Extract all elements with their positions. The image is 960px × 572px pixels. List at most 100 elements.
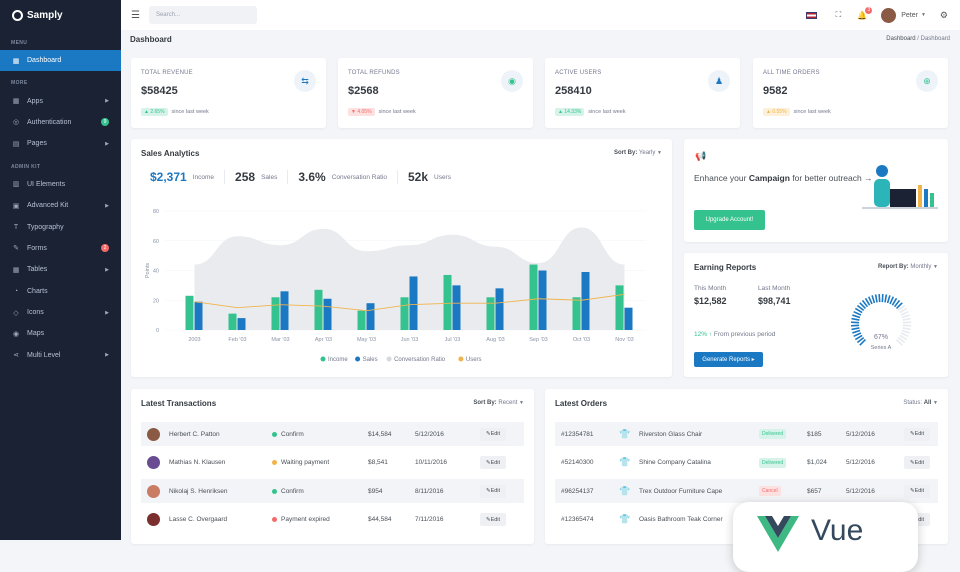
- brand-logo[interactable]: Samply: [0, 0, 121, 30]
- x-tick-label: Jun '03: [401, 337, 419, 343]
- sort-value: Recent: [498, 400, 517, 406]
- price: $657: [807, 488, 821, 495]
- grid-icon: ▦: [12, 97, 20, 105]
- gauge-tick: [869, 297, 872, 304]
- edit-button[interactable]: ✎ Edit: [480, 485, 506, 498]
- chevron-right-icon: ▶: [105, 98, 109, 104]
- stat-value: $2568: [348, 85, 379, 97]
- change-text: From previous period: [714, 331, 775, 338]
- upgrade-account-button[interactable]: Upgrade Account!: [694, 210, 765, 230]
- chevron-down-icon: ▼: [933, 400, 938, 406]
- gauge-tick: [872, 295, 874, 303]
- bar-sales: [367, 303, 375, 330]
- vue-logo-icon: [757, 516, 799, 552]
- gauge-tick: [885, 294, 886, 302]
- edit-button[interactable]: ✎ Edit: [904, 456, 930, 469]
- gear-icon[interactable]: ⚙: [940, 10, 948, 21]
- box-icon: ▣: [12, 202, 20, 210]
- flag-icon[interactable]: [806, 12, 817, 19]
- diamond-icon: ◇: [12, 309, 20, 317]
- chevron-right-icon: ▶: [105, 203, 109, 209]
- campaign-card: 📢 Enhance your Campaign for better outre…: [684, 139, 948, 242]
- status-dot: [272, 460, 277, 465]
- status-badge: Delivered: [759, 458, 786, 468]
- y-tick-label: 40: [153, 269, 159, 275]
- sidebar-item-pages[interactable]: ▤Pages▶: [0, 133, 121, 154]
- edit-button[interactable]: ✎ Edit: [904, 428, 930, 441]
- edit-button[interactable]: ✎ Edit: [480, 456, 506, 469]
- earning-sort[interactable]: Report By: Monthly ▼: [878, 264, 938, 270]
- file-icon: ▤: [12, 140, 20, 148]
- search-placeholder: Search...: [156, 12, 180, 18]
- breadcrumb-link[interactable]: Dashboard: [886, 36, 915, 42]
- order-id: #12365474: [561, 516, 594, 523]
- sidebar-item-icons[interactable]: ◇Icons▶: [0, 302, 121, 323]
- menu-toggle-icon[interactable]: ☰: [131, 10, 140, 21]
- sidebar-item-dashboard[interactable]: ▦Dashboard: [0, 50, 121, 71]
- avatar[interactable]: [881, 8, 896, 23]
- legend-label: Conversation Ratio: [394, 357, 446, 363]
- edit-button[interactable]: ✎ Edit: [480, 428, 506, 441]
- change-pill: ▲ 14.33%: [555, 108, 584, 116]
- generate-reports-button[interactable]: Generate Reports ▸: [694, 352, 763, 367]
- sidebar-item-label: Multi Level: [27, 352, 60, 359]
- chevron-down-icon[interactable]: ▼: [921, 12, 926, 18]
- bell-icon[interactable]: 🔔3: [857, 11, 867, 20]
- date: 10/11/2016: [415, 459, 447, 466]
- fullscreen-icon[interactable]: ⛶: [836, 10, 842, 20]
- stat-label: ALL TIME ORDERS: [763, 70, 820, 76]
- gauge-tick: [851, 328, 859, 329]
- edit-button[interactable]: ✎ Edit: [480, 513, 506, 526]
- x-tick-label: Apr '03: [315, 337, 332, 343]
- sidebar-item-maps[interactable]: ◉Maps: [0, 323, 121, 344]
- chevron-right-icon: ▶: [105, 141, 109, 147]
- legend-label: Income: [328, 357, 348, 363]
- product-icon: 👕: [619, 486, 630, 497]
- date: 5/12/2016: [846, 459, 875, 466]
- sidebar-item-charts[interactable]: ◔Charts: [0, 281, 121, 302]
- sidebar-badge: 2: [101, 244, 109, 252]
- edit-button[interactable]: ✎ Edit: [904, 485, 930, 498]
- since-text: since last week: [172, 109, 209, 115]
- campaign-illustration: [852, 159, 942, 239]
- edit-label: Edit: [491, 488, 500, 494]
- search-input[interactable]: Search...: [149, 6, 257, 24]
- status-badge: Delivered: [759, 429, 786, 439]
- transactions-sort[interactable]: Sort By: Recent ▼: [473, 400, 524, 406]
- sidebar-item-label: Icons: [27, 309, 44, 316]
- since-text: since last week: [794, 109, 831, 115]
- user-name[interactable]: Peter: [901, 12, 918, 19]
- since-text: since last week: [379, 109, 416, 115]
- sidebar-item-tables[interactable]: ▦Tables▶: [0, 259, 121, 280]
- sidebar-item-advanced-kit[interactable]: ▣Advanced Kit▶: [0, 195, 121, 216]
- bar-income: [487, 297, 495, 330]
- edit-label: Edit: [491, 460, 500, 466]
- edit-label: Edit: [915, 488, 924, 494]
- breadcrumb-current: Dashboard: [921, 36, 950, 42]
- customer-name: Nikolaj S. Henriksen: [169, 488, 228, 495]
- sidebar-item-ui-elements[interactable]: ▥UI Elements: [0, 174, 121, 195]
- legend-marker: [458, 357, 463, 362]
- bar-sales: [324, 299, 332, 330]
- chevron-down-icon: ▼: [519, 400, 524, 406]
- date: 5/12/2016: [846, 431, 875, 438]
- dashboard-icon: ▦: [12, 57, 20, 65]
- refund-icon: ◉: [501, 70, 523, 92]
- status-dot: [272, 432, 277, 437]
- sidebar-item-multi-level[interactable]: ⋖Multi Level▶: [0, 345, 121, 366]
- orders-status-filter[interactable]: Status: All ▼: [903, 400, 938, 406]
- more-section-label: MORE: [0, 76, 121, 90]
- notification-badge: 3: [865, 7, 872, 14]
- sidebar-item-apps[interactable]: ▦Apps▶: [0, 90, 121, 111]
